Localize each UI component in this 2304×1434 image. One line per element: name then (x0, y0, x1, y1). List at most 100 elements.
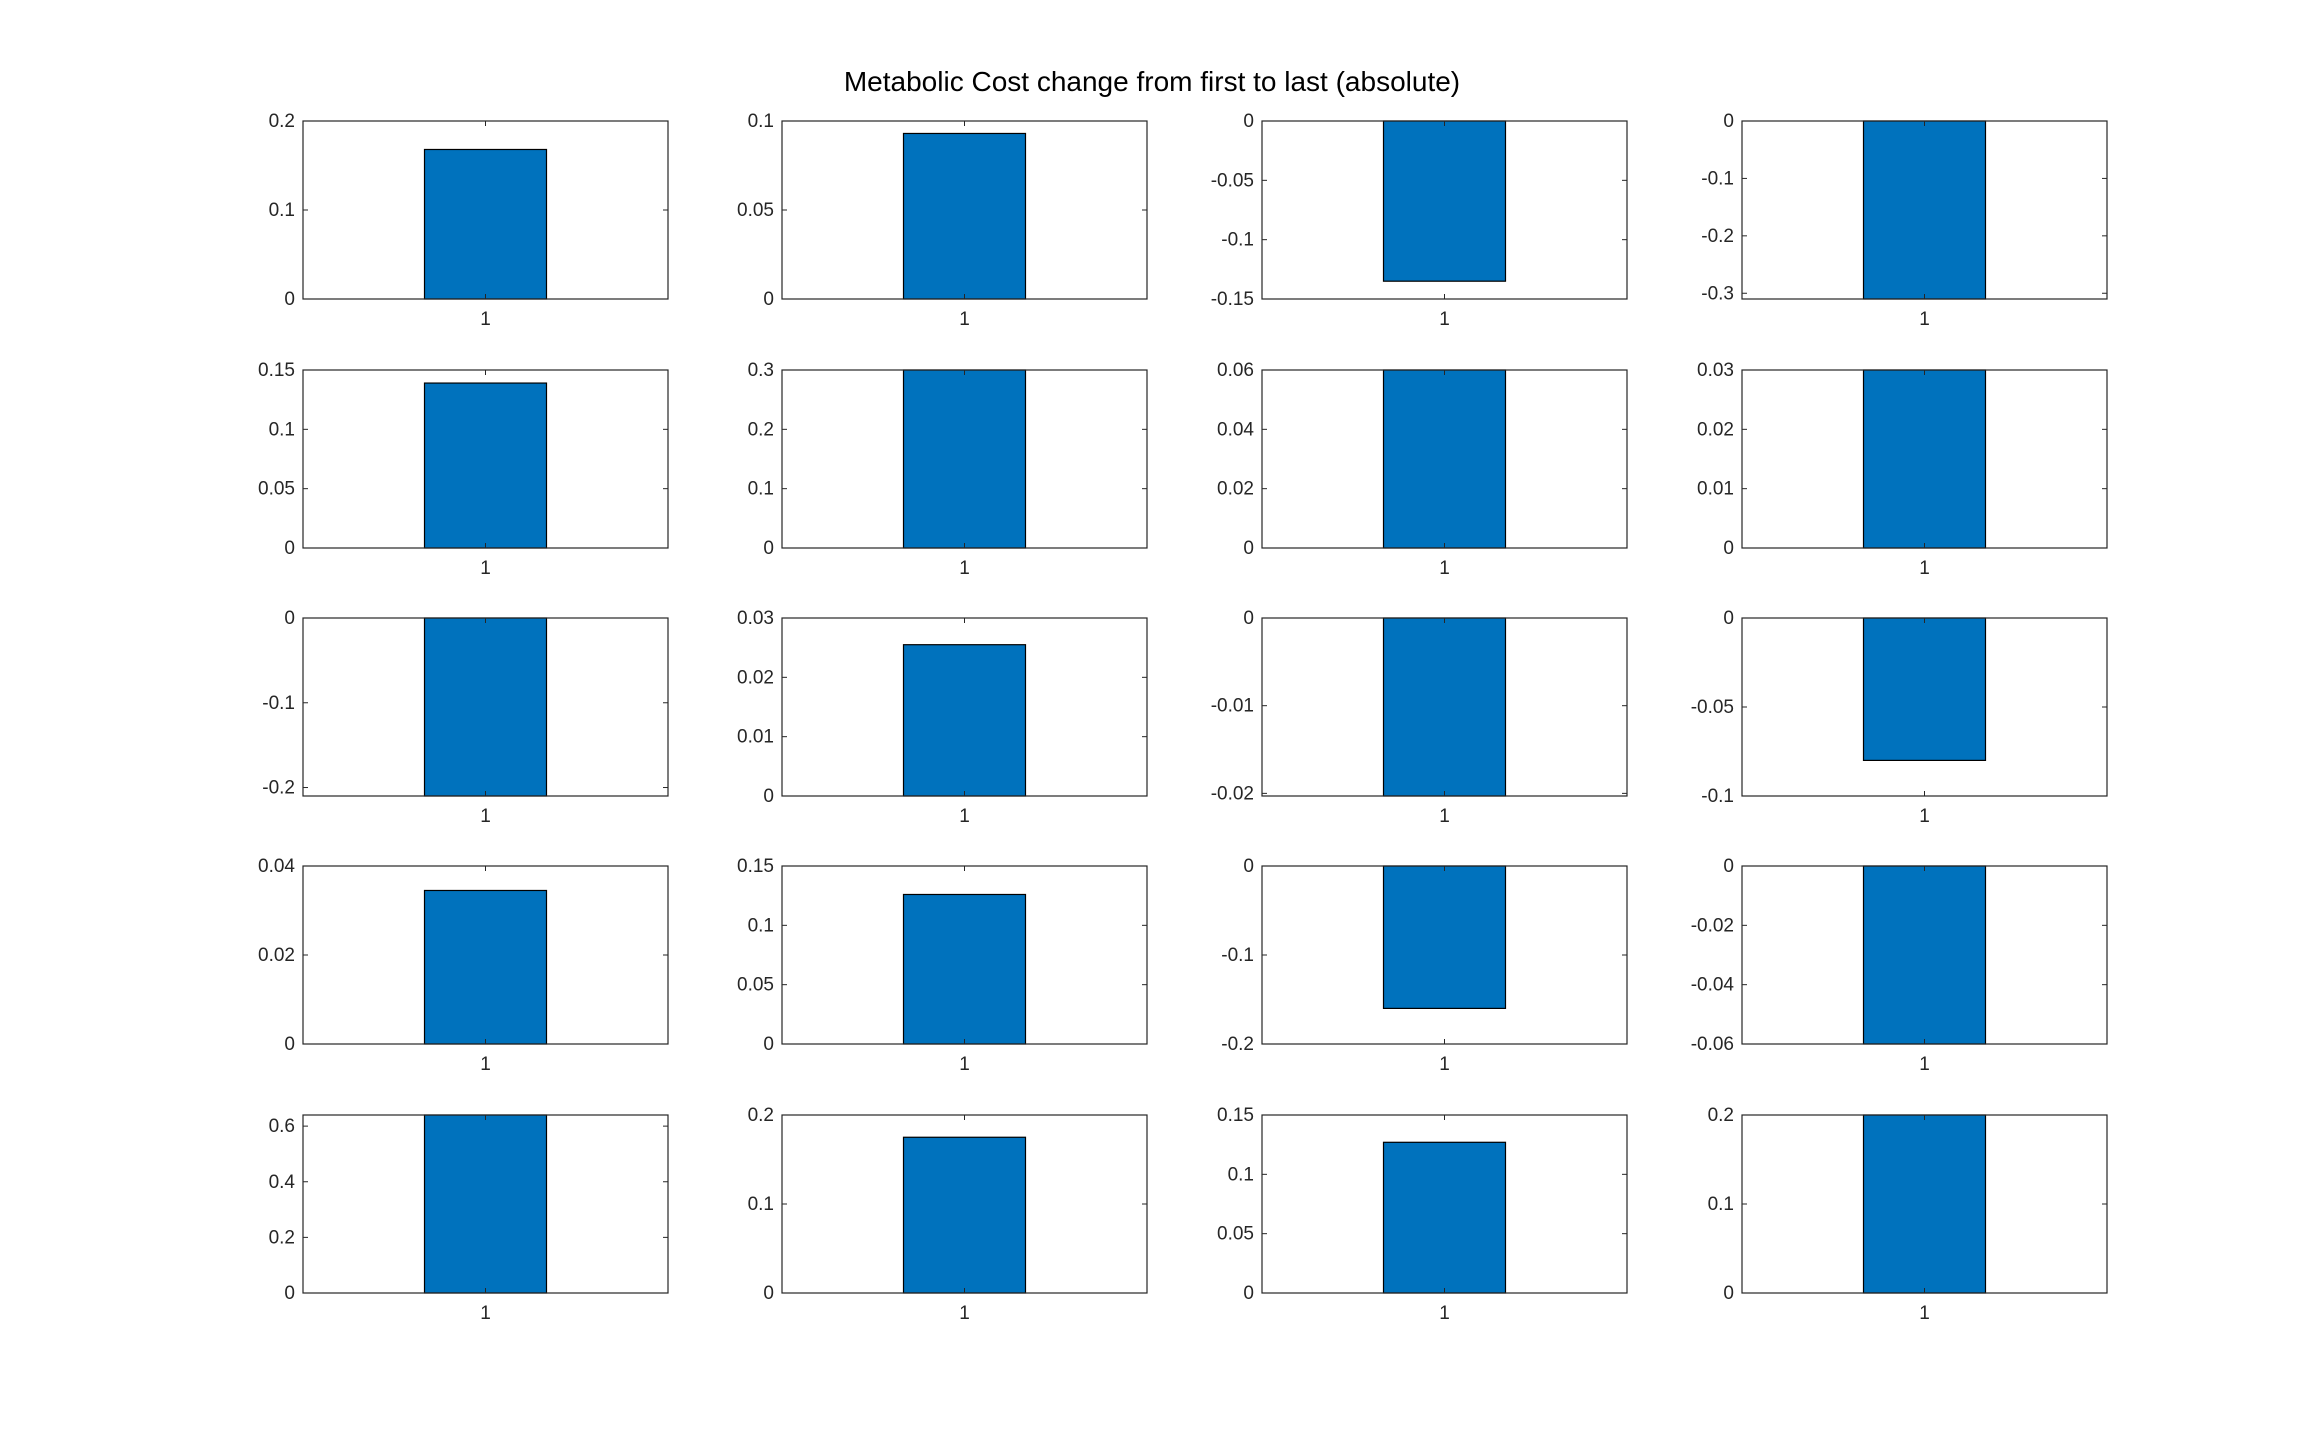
bar (1862, 1114, 1987, 1294)
y-tick-label: 0 (1723, 608, 1734, 629)
subplot-4-4: -0.06 -0.04 -0.02 0 1 (1691, 856, 2108, 1075)
y-tick-label: 0.05 (258, 479, 295, 500)
x-tick-label: 1 (959, 1303, 970, 1324)
figure-title: Metabolic Cost change from first to last… (844, 66, 1460, 97)
y-tick-label: 0.1 (748, 479, 774, 500)
y-tick-label: 0.02 (258, 945, 295, 966)
x-tick-label: 1 (959, 1054, 970, 1075)
y-tick-label: 0.1 (1708, 1194, 1734, 1215)
x-tick-label: 1 (480, 1303, 491, 1324)
bar (1382, 617, 1507, 797)
x-tick-label: 1 (480, 309, 491, 330)
bar (902, 644, 1027, 797)
y-tick-label: 0 (1243, 608, 1254, 629)
y-tick-label: 0.1 (748, 1194, 774, 1215)
subplot-2-4: 0 0.01 0.02 0.03 1 (1697, 360, 2108, 579)
x-tick-label: 1 (959, 309, 970, 330)
y-tick-label: 0 (284, 1034, 295, 1055)
y-tick-label: 0.06 (1217, 360, 1254, 381)
y-tick-label: -0.01 (1211, 696, 1254, 717)
y-tick-label: 0.1 (748, 111, 774, 132)
y-tick-label: -0.06 (1691, 1034, 1734, 1055)
y-tick-label: 0.2 (1708, 1105, 1734, 1126)
y-tick-label: 0 (763, 289, 774, 310)
y-tick-label: -0.1 (262, 693, 295, 714)
y-tick-label: 0.2 (748, 1105, 774, 1126)
subplot-5-2: 0 0.1 0.2 1 (748, 1105, 1148, 1324)
y-tick-label: -0.2 (1701, 226, 1734, 247)
y-tick-label: 0.04 (1217, 419, 1254, 440)
y-tick-label: 0 (763, 1034, 774, 1055)
bar (1382, 865, 1507, 1009)
y-tick-label: 0.1 (269, 419, 295, 440)
y-tick-label: -0.15 (1211, 289, 1254, 310)
x-tick-label: 1 (1919, 309, 1930, 330)
y-tick-label: 0 (1723, 538, 1734, 559)
subplot-3-4: -0.1 -0.05 0 1 (1691, 608, 2108, 827)
y-tick-label: 0.1 (269, 200, 295, 221)
bar (1862, 120, 1987, 300)
y-tick-label: 0 (763, 538, 774, 559)
y-tick-label: 0.03 (1697, 360, 1734, 381)
y-tick-label: -0.02 (1211, 783, 1254, 804)
y-tick-label: 0.2 (269, 111, 295, 132)
y-tick-label: 0 (1243, 856, 1254, 877)
subplot-3-2: 0 0.01 0.02 0.03 1 (737, 608, 1148, 827)
subplot-grid: 00.10.2100.050.11-0.15-0.1-0.0501-0.3-0.… (258, 111, 2108, 1324)
y-tick-label: 0 (1723, 856, 1734, 877)
bar (902, 893, 1027, 1045)
bar (423, 617, 548, 797)
y-tick-label: 0 (1243, 111, 1254, 132)
x-tick-label: 1 (1439, 558, 1450, 579)
y-tick-label: 0 (1243, 1283, 1254, 1304)
bar (423, 1114, 548, 1294)
y-tick-label: 0.05 (737, 975, 774, 996)
y-tick-label: 0 (284, 538, 295, 559)
y-tick-label: 0.05 (737, 200, 774, 221)
y-tick-label: -0.3 (1701, 283, 1734, 304)
subplot-1-4: -0.3 -0.2 -0.1 0 1 (1701, 111, 2108, 330)
y-tick-label: 0.01 (737, 727, 774, 748)
bar (1382, 120, 1507, 282)
y-tick-label: 0.4 (269, 1172, 296, 1193)
y-tick-label: 0.1 (1228, 1164, 1254, 1185)
subplot-1-3: -0.15 -0.1 -0.05 0 1 (1211, 111, 1628, 330)
x-tick-label: 1 (1439, 1054, 1450, 1075)
subplot-5-3: 0 0.05 0.1 0.15 1 (1217, 1105, 1628, 1324)
y-tick-label: 0.02 (1697, 419, 1734, 440)
subplot-4-1: 0 0.02 0.04 1 (258, 856, 669, 1075)
bar (902, 369, 1027, 549)
y-tick-label: -0.2 (1221, 1034, 1254, 1055)
y-tick-label: -0.1 (1701, 168, 1734, 189)
y-tick-label: 0.02 (737, 667, 774, 688)
y-tick-label: -0.2 (262, 778, 295, 799)
subplot-5-4: 0 0.1 0.2 1 (1708, 1105, 2108, 1324)
y-tick-label: -0.05 (1211, 170, 1254, 191)
y-tick-label: -0.02 (1691, 915, 1734, 936)
y-tick-label: 0 (1723, 111, 1734, 132)
bar (1862, 865, 1987, 1045)
y-tick-label: 0.1 (748, 915, 774, 936)
bar (423, 889, 548, 1045)
subplot-4-2: 0 0.05 0.1 0.15 1 (737, 856, 1148, 1075)
subplot-2-1: 0 0.05 0.1 0.15 1 (258, 360, 669, 579)
subplot-1-2: 0 0.05 0.1 1 (737, 111, 1148, 330)
bar (1382, 369, 1507, 549)
bar (1862, 617, 1987, 761)
y-tick-label: 0.02 (1217, 479, 1254, 500)
x-tick-label: 1 (1919, 558, 1930, 579)
x-tick-label: 1 (1919, 1303, 1930, 1324)
y-tick-label: 0.03 (737, 608, 774, 629)
subplot-3-3: -0.02 -0.01 0 1 (1211, 608, 1628, 827)
y-tick-label: 0.15 (737, 856, 774, 877)
subplot-4-3: -0.2 -0.1 0 1 (1221, 856, 1628, 1075)
subplot-5-1: 0 0.2 0.4 0.6 1 (269, 1114, 669, 1324)
subplot-3-1: -0.2 -0.1 0 1 (262, 608, 669, 827)
bar (1862, 369, 1987, 549)
y-tick-label: -0.1 (1701, 786, 1734, 807)
y-tick-label: 0.2 (748, 419, 774, 440)
x-tick-label: 1 (959, 806, 970, 827)
y-tick-label: 0.15 (1217, 1105, 1254, 1126)
y-tick-label: 0.01 (1697, 479, 1734, 500)
